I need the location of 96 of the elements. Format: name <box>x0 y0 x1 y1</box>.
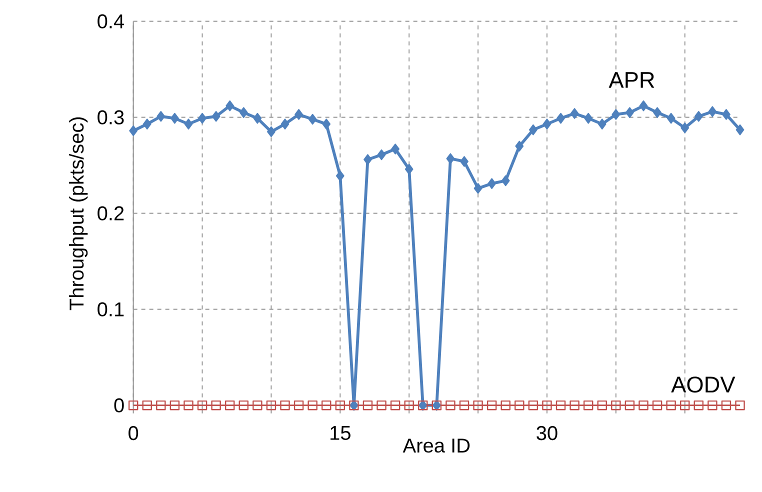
point <box>708 400 718 410</box>
point <box>597 400 607 410</box>
point <box>612 109 620 120</box>
point <box>294 109 303 120</box>
point <box>404 400 414 410</box>
point <box>446 400 456 410</box>
point <box>570 108 579 119</box>
point <box>666 112 676 124</box>
point <box>267 126 276 138</box>
point <box>128 400 138 410</box>
point <box>459 400 470 410</box>
point <box>376 400 386 410</box>
point <box>391 144 400 154</box>
point <box>694 110 703 122</box>
x-tick-label: 15 <box>330 426 350 440</box>
point <box>156 400 166 410</box>
point <box>377 149 386 160</box>
point <box>294 400 304 410</box>
point <box>680 400 690 410</box>
point <box>211 400 221 410</box>
point <box>170 112 179 124</box>
point <box>639 100 648 112</box>
point <box>473 400 483 410</box>
point <box>460 156 468 167</box>
y-tick-label: 0.2 <box>98 206 124 220</box>
point <box>224 400 235 410</box>
point <box>680 122 690 134</box>
point <box>142 118 152 130</box>
point <box>239 107 248 118</box>
point <box>335 400 346 410</box>
point <box>322 400 332 410</box>
point <box>626 107 634 118</box>
point <box>653 107 662 118</box>
y-tick-label: 0 <box>114 398 124 412</box>
point <box>142 400 152 410</box>
point <box>253 112 262 124</box>
x-axis-title: Area ID <box>402 438 470 453</box>
point <box>542 400 552 410</box>
point <box>308 400 318 410</box>
point <box>694 400 704 410</box>
point <box>556 112 565 124</box>
point <box>624 400 635 410</box>
point <box>170 400 180 410</box>
point <box>500 400 510 410</box>
y-tick-label: 0.3 <box>98 110 124 124</box>
point <box>584 112 593 124</box>
point <box>197 400 208 410</box>
point <box>488 178 496 189</box>
point <box>528 124 538 136</box>
point <box>446 153 455 164</box>
point <box>722 109 730 120</box>
point <box>280 400 290 410</box>
y-axis-title: Throughput (pkts/sec) <box>69 117 88 310</box>
point <box>570 400 580 410</box>
point <box>404 164 414 175</box>
point <box>129 125 138 136</box>
point <box>666 400 676 410</box>
point <box>736 124 744 136</box>
point <box>708 106 717 117</box>
point <box>611 400 621 410</box>
point <box>390 400 400 410</box>
point <box>308 114 317 125</box>
point <box>184 118 193 130</box>
point <box>583 400 594 410</box>
point <box>638 400 648 410</box>
point <box>362 400 373 410</box>
point <box>474 182 482 194</box>
series-label: AODV <box>671 376 736 393</box>
point <box>198 112 206 124</box>
point <box>652 400 662 410</box>
point <box>542 118 552 130</box>
point <box>486 400 497 410</box>
point <box>280 118 290 130</box>
point <box>556 400 566 410</box>
point <box>336 170 344 182</box>
point <box>735 400 745 410</box>
point <box>238 400 249 410</box>
point <box>514 400 524 410</box>
point <box>598 118 606 130</box>
point <box>364 154 372 165</box>
x-tick-label: 0 <box>128 426 138 440</box>
point <box>212 110 220 122</box>
point <box>226 100 234 112</box>
point <box>721 400 732 410</box>
point <box>184 400 194 410</box>
point <box>322 118 331 130</box>
point <box>156 110 166 122</box>
x-tick-label: 30 <box>536 426 558 440</box>
point <box>266 400 276 410</box>
series-label: APR <box>608 72 654 88</box>
y-tick-label: 0.1 <box>98 302 124 316</box>
y-tick-label: 0.4 <box>98 14 124 28</box>
point <box>252 400 262 410</box>
point <box>501 175 510 186</box>
point <box>528 400 538 410</box>
point <box>515 140 524 152</box>
